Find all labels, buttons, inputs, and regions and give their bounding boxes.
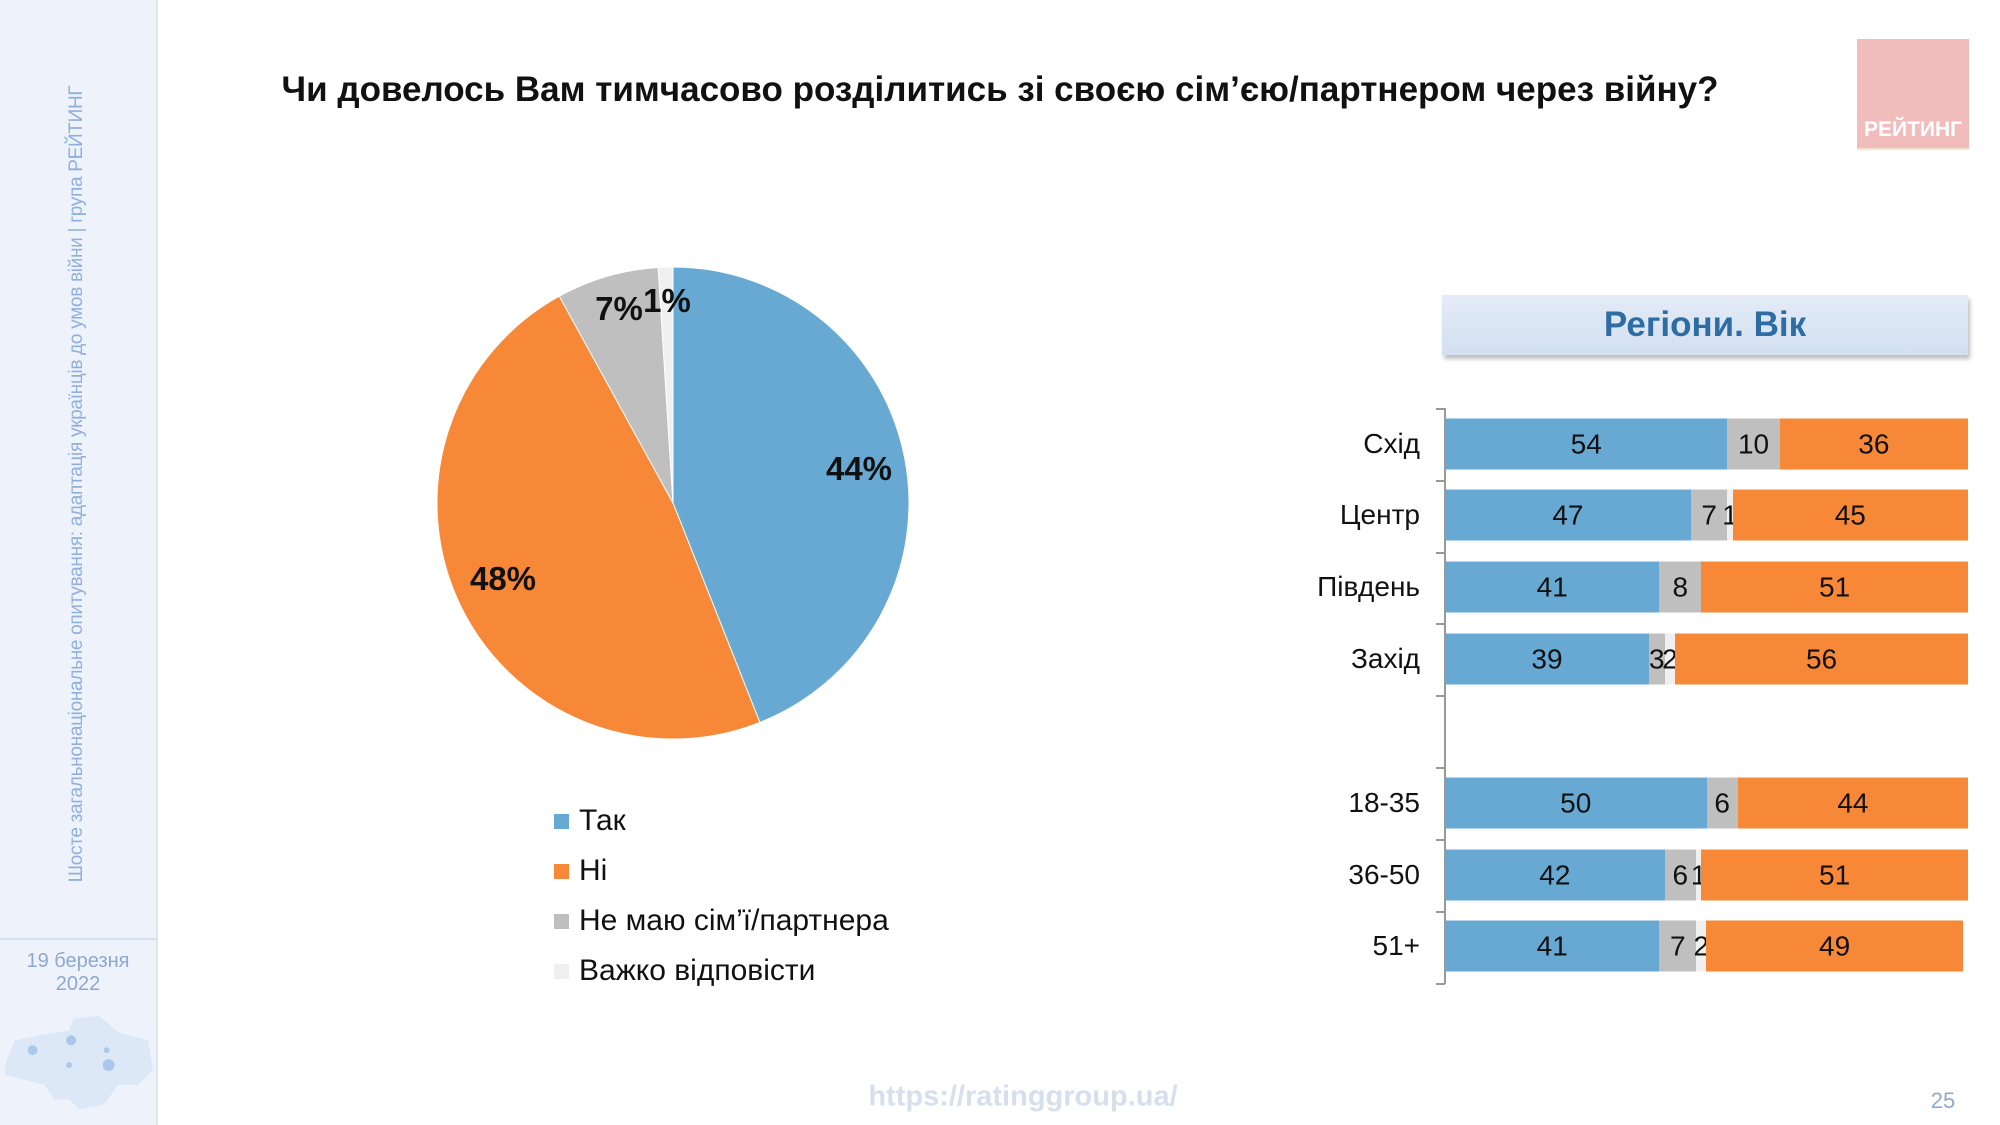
legend-label: Так [579, 804, 626, 837]
bar-segment: 36 [1779, 418, 1968, 470]
bar-segment: 41 [1445, 920, 1660, 972]
bar-segment: 47 [1445, 489, 1691, 541]
axis-tick [1436, 623, 1445, 625]
legend-item: Так [554, 796, 889, 846]
axis-tick [1436, 839, 1445, 841]
bar-segment: 51 [1701, 849, 1968, 901]
legend-label: Ні [579, 854, 608, 887]
page-title: Чи довелось Вам тимчасово розділитись зі… [281, 70, 1719, 109]
sidebar-divider [0, 938, 156, 940]
bar-segment: 39 [1445, 633, 1649, 685]
bar-segment: 7 [1690, 489, 1728, 541]
bar-segment: 45 [1732, 489, 1968, 541]
pie-legend: Так Ні Не маю сім’ї/партнера Важко відповіс… [554, 796, 889, 996]
legend-swatch [554, 913, 569, 929]
bar-segment: 49 [1706, 920, 1963, 972]
logo-text: РЕЙТИНГ [1863, 118, 1963, 141]
bar-row: 41 7 2 49 [1445, 920, 1963, 972]
legend-item: Не маю сім’ї/партнера [554, 896, 889, 946]
bar-segment: 41 [1445, 561, 1660, 613]
legend-swatch [554, 963, 569, 979]
bar-axis [1444, 408, 1446, 984]
bar-row: 42 6 1 51 [1445, 849, 1968, 901]
axis-tick [1436, 983, 1445, 985]
bar-segment: 6 [1664, 849, 1697, 901]
bar-segment: 10 [1727, 418, 1780, 470]
row-label: Центр [1339, 499, 1420, 530]
legend-swatch [554, 813, 569, 829]
bar-segment: 56 [1675, 633, 1968, 685]
bar-segment: 50 [1445, 777, 1707, 829]
bar-row: 50 6 44 [1445, 777, 1968, 829]
sidebar: Шосте загальнонаціональне опитування: ад… [0, 0, 158, 1125]
bar-segment: 44 [1737, 777, 1968, 829]
row-label: 18-35 [1348, 787, 1420, 818]
pie-slice-1 [436, 295, 761, 740]
bar-segment: 51 [1701, 561, 1968, 613]
bar-segment: 42 [1445, 849, 1665, 901]
bar-segment: 54 [1445, 418, 1728, 470]
row-label: Схід [1363, 428, 1420, 459]
pie-label-tak: 44% [825, 450, 893, 487]
footer-url[interactable]: https://ratinggroup.ua/ [868, 1080, 1178, 1113]
axis-tick [1436, 695, 1445, 697]
legend-label: Важко відповісти [579, 954, 816, 987]
pie-label-ni: 48% [469, 560, 537, 597]
bar-row: 47 7 1 45 [1445, 489, 1968, 541]
ukraine-map-icon [4, 1015, 154, 1110]
legend-item: Важко відповісти [554, 946, 889, 996]
legend-item: Ні [554, 846, 889, 896]
pie-slice-0 [672, 266, 910, 724]
bar-row: 39 3 2 56 [1445, 633, 1968, 685]
axis-tick [1436, 480, 1445, 482]
date-year: 2022 [55, 973, 101, 995]
axis-tick [1436, 911, 1445, 913]
axis-tick [1436, 552, 1445, 554]
bar-segment: 2 [1662, 633, 1678, 685]
axis-tick [1436, 767, 1445, 769]
row-label: Південь [1317, 571, 1420, 602]
legend-swatch [554, 863, 569, 879]
bar-row: 54 10 36 [1445, 418, 1968, 470]
bar-segment: 2 [1693, 920, 1709, 972]
pie-slice-2 [558, 266, 674, 504]
bar-segment: 3 [1648, 633, 1665, 685]
pie-chart [436, 266, 910, 740]
bar-row: 41 8 51 [1445, 561, 1968, 613]
bar-segment: 8 [1659, 561, 1702, 613]
page-number: 25 [1930, 1088, 1956, 1113]
date-line: 19 березня [26, 950, 130, 972]
bar-chart-header: Регіони. Вік [1442, 295, 1968, 355]
row-label: 36-50 [1348, 859, 1420, 890]
survey-date: 19 березня 2022 [0, 950, 156, 996]
legend-label: Не маю сім’ї/партнера [579, 904, 889, 937]
row-label: 51+ [1372, 930, 1421, 961]
bar-segment: 6 [1706, 777, 1738, 829]
pie-slice-3 [657, 266, 674, 504]
bar-segment: 7 [1659, 920, 1697, 972]
row-label: Захід [1350, 643, 1420, 674]
rating-logo: РЕЙТИНГ [1857, 39, 1969, 150]
pie-label-no-family: 7% [595, 290, 643, 327]
axis-tick [1436, 408, 1445, 410]
pie-label-hard: 1% [643, 282, 691, 319]
